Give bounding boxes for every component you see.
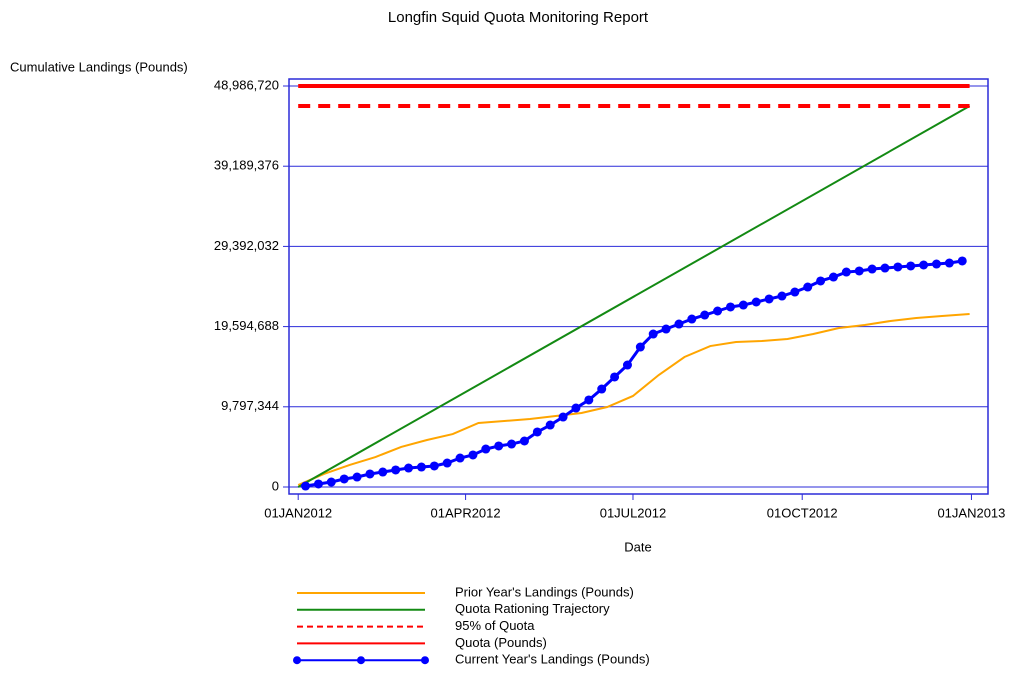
series-marker xyxy=(622,360,632,370)
y-tick-label: 29,392,032 xyxy=(214,238,279,253)
legend-marker xyxy=(421,656,429,665)
y-tick-label: 0 xyxy=(272,478,279,493)
series-marker xyxy=(571,403,581,413)
series-marker xyxy=(906,261,916,271)
legend-marker xyxy=(357,656,365,665)
x-tick-label: 01APR2012 xyxy=(431,505,501,520)
series-marker xyxy=(468,450,478,460)
x-axis-label: Date xyxy=(624,539,651,554)
series-line xyxy=(297,105,971,488)
series-marker xyxy=(429,461,439,471)
plot-frame xyxy=(288,78,989,495)
series-marker xyxy=(416,462,426,472)
series-line xyxy=(305,259,963,488)
series-line xyxy=(297,313,970,486)
series-marker xyxy=(790,287,800,297)
series-marker xyxy=(481,444,491,454)
chart-title: Longfin Squid Quota Monitoring Report xyxy=(388,9,649,26)
series-marker xyxy=(597,384,607,394)
legend-label: Current Year's Landings (Pounds) xyxy=(455,652,650,667)
series-marker xyxy=(700,310,710,320)
series-marker xyxy=(841,267,851,277)
series-marker xyxy=(854,266,864,276)
series-marker xyxy=(931,259,941,269)
series-marker xyxy=(455,453,465,463)
series-marker xyxy=(365,469,375,479)
series-marker xyxy=(352,472,362,482)
x-tick-label: 01JUL2012 xyxy=(600,505,667,520)
series-marker xyxy=(661,324,671,334)
legend-label: Prior Year's Landings (Pounds) xyxy=(455,584,634,599)
series-marker xyxy=(777,291,787,301)
series-marker xyxy=(738,300,748,310)
series-marker xyxy=(442,458,452,468)
series-marker xyxy=(764,294,774,304)
series-marker xyxy=(301,481,311,491)
series-marker xyxy=(919,260,929,270)
series-marker xyxy=(584,395,594,405)
series-marker xyxy=(944,258,954,268)
series-marker xyxy=(558,412,568,422)
series-marker xyxy=(867,264,877,274)
series-marker xyxy=(713,306,723,316)
series-marker xyxy=(725,302,735,312)
series-marker xyxy=(391,465,401,475)
series-marker xyxy=(404,463,414,473)
series-marker xyxy=(687,314,697,324)
series-marker xyxy=(545,420,555,430)
series-marker xyxy=(610,372,620,382)
y-tick-label: 19,594,688 xyxy=(214,318,279,333)
y-tick-label: 48,986,720 xyxy=(214,77,279,92)
series-marker xyxy=(828,272,838,282)
series-marker xyxy=(519,436,529,446)
series-marker xyxy=(674,319,684,329)
x-tick-label: 01JAN2012 xyxy=(264,505,332,520)
series-marker xyxy=(880,263,890,273)
series-marker xyxy=(507,439,517,449)
series-marker xyxy=(803,282,813,292)
series-marker xyxy=(494,441,504,451)
series-marker xyxy=(378,467,388,477)
legend-label: Quota Rationing Trajectory xyxy=(455,601,610,616)
legend-label: Quota (Pounds) xyxy=(455,635,547,650)
legend-marker xyxy=(293,656,301,665)
series-marker xyxy=(326,477,336,487)
series-marker xyxy=(957,256,967,266)
y-axis-label: Cumulative Landings (Pounds) xyxy=(10,59,188,74)
series-marker xyxy=(648,329,658,339)
series-marker xyxy=(635,342,645,352)
series-marker xyxy=(816,276,826,286)
series-marker xyxy=(893,262,903,272)
series-marker xyxy=(532,427,542,437)
x-tick-label: 01OCT2012 xyxy=(767,505,838,520)
y-tick-label: 39,189,376 xyxy=(214,158,279,173)
y-tick-label: 9,797,344 xyxy=(221,398,279,413)
series-marker xyxy=(751,297,761,307)
series-marker xyxy=(313,479,323,489)
series-marker xyxy=(339,474,349,484)
x-tick-label: 01JAN2013 xyxy=(937,505,1005,520)
legend-label: 95% of Quota xyxy=(455,618,535,633)
